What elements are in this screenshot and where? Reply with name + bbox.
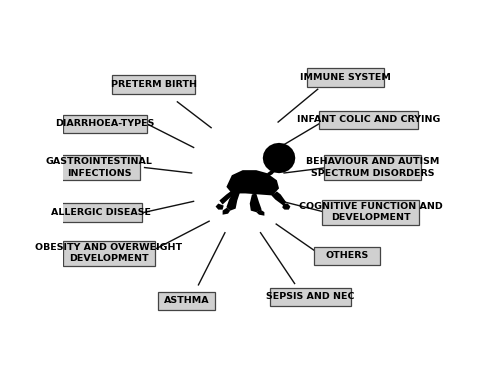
FancyBboxPatch shape xyxy=(306,68,384,87)
Polygon shape xyxy=(216,204,224,210)
Polygon shape xyxy=(226,170,279,195)
Text: ASTHMA: ASTHMA xyxy=(164,296,210,306)
Text: IMMUNE SYSTEM: IMMUNE SYSTEM xyxy=(300,73,391,82)
FancyBboxPatch shape xyxy=(64,115,147,133)
Text: OTHERS: OTHERS xyxy=(326,251,369,261)
Text: OBESITY AND OVERWEIGHT
DEVELOPMENT: OBESITY AND OVERWEIGHT DEVELOPMENT xyxy=(36,243,182,263)
FancyBboxPatch shape xyxy=(112,76,195,94)
FancyBboxPatch shape xyxy=(64,241,154,266)
FancyBboxPatch shape xyxy=(324,155,421,180)
Text: BEHAVIOUR AND AUTISM
SPECTRUM DISORDERS: BEHAVIOUR AND AUTISM SPECTRUM DISORDERS xyxy=(306,157,439,177)
FancyBboxPatch shape xyxy=(322,200,419,225)
FancyBboxPatch shape xyxy=(158,292,214,310)
FancyBboxPatch shape xyxy=(314,247,380,265)
Polygon shape xyxy=(250,193,262,212)
Polygon shape xyxy=(222,208,230,215)
Text: DIARRHOEA-TYPES: DIARRHOEA-TYPES xyxy=(56,119,155,128)
FancyBboxPatch shape xyxy=(319,111,418,129)
Text: PRETERM BIRTH: PRETERM BIRTH xyxy=(110,80,196,89)
Polygon shape xyxy=(267,166,277,177)
Text: COGNITIVE FUNCTION AND
DEVELOPMENT: COGNITIVE FUNCTION AND DEVELOPMENT xyxy=(298,202,442,223)
FancyBboxPatch shape xyxy=(60,203,142,222)
Text: ALLERGIC DISEASE: ALLERGIC DISEASE xyxy=(52,208,151,217)
Polygon shape xyxy=(226,191,240,211)
Text: GASTROINTESTINAL
INFECTIONS: GASTROINTESTINAL INFECTIONS xyxy=(46,157,153,177)
FancyBboxPatch shape xyxy=(270,288,351,306)
Polygon shape xyxy=(256,210,264,216)
Polygon shape xyxy=(282,204,290,210)
FancyBboxPatch shape xyxy=(58,155,140,180)
Polygon shape xyxy=(220,191,234,204)
Polygon shape xyxy=(272,191,286,205)
Polygon shape xyxy=(263,143,296,173)
Text: SEPSIS AND NEC: SEPSIS AND NEC xyxy=(266,292,355,301)
Text: INFANT COLIC AND CRYING: INFANT COLIC AND CRYING xyxy=(297,115,440,124)
